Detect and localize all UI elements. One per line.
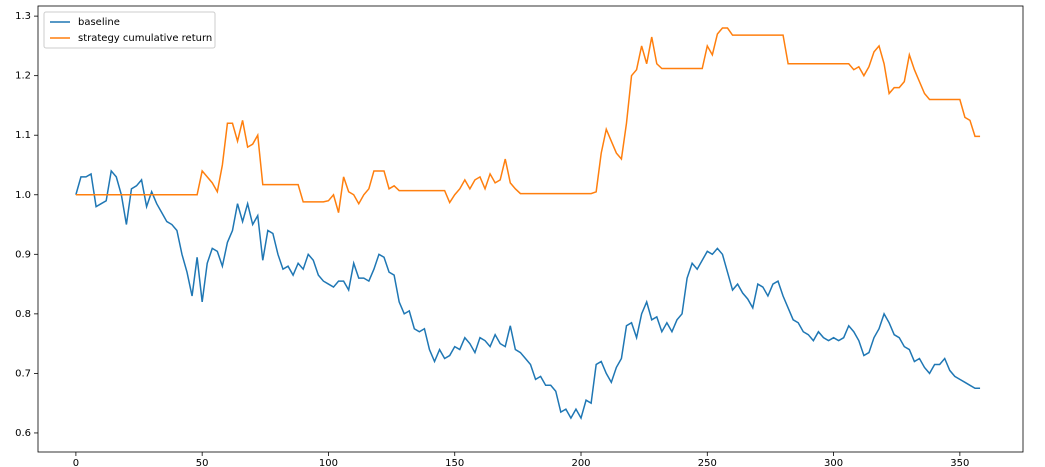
legend-label: baseline [78,17,120,28]
legend-label: strategy cumulative return [78,33,212,44]
y-tick-label: 1.0 [15,190,31,201]
y-tick-label: 0.9 [15,249,31,260]
x-tick-label: 250 [698,458,717,467]
plot-frame [37,5,1024,453]
x-tick-label: 100 [319,458,338,467]
x-tick-label: 350 [950,458,969,467]
series-line [75,169,981,420]
y-tick-label: 0.8 [15,309,31,320]
y-tick-label: 1.1 [15,130,31,141]
x-tick-label: 150 [445,458,464,467]
y-tick-label: 0.6 [15,428,31,439]
x-tick-label: 300 [824,458,843,467]
series-line [75,27,981,213]
y-tick-label: 1.2 [15,71,31,82]
x-tick-label: 0 [73,458,79,467]
legend-box [43,11,216,49]
x-tick-label: 50 [196,458,209,467]
y-tick-label: 0.7 [15,368,31,379]
x-tick-label: 200 [571,458,590,467]
y-tick-label: 1.3 [15,11,31,22]
